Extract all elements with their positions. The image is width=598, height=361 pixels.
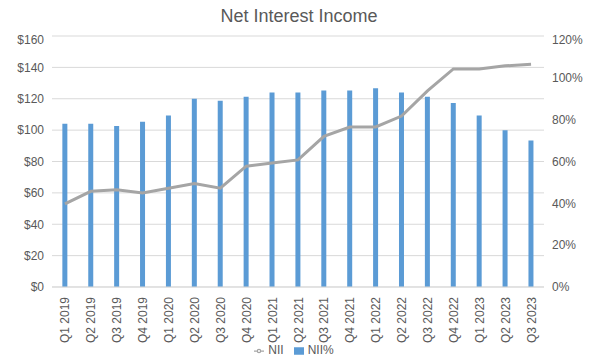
svg-text:Q3 2022: Q3 2022: [421, 297, 435, 343]
svg-text:Q4 2021: Q4 2021: [343, 297, 357, 343]
svg-text:$160: $160: [17, 33, 44, 47]
svg-text:Q2 2022: Q2 2022: [395, 297, 409, 343]
svg-text:40%: 40%: [552, 197, 576, 211]
svg-text:Q3 2020: Q3 2020: [214, 297, 228, 343]
svg-text:60%: 60%: [552, 155, 576, 169]
svg-text:Q2 2023: Q2 2023: [499, 297, 513, 343]
svg-text:Q2 2021: Q2 2021: [292, 297, 306, 343]
svg-text:0%: 0%: [552, 280, 570, 294]
svg-text:100%: 100%: [552, 71, 583, 85]
svg-text:Q1 2021: Q1 2021: [266, 297, 280, 343]
svg-text:80%: 80%: [552, 113, 576, 127]
svg-text:$0: $0: [31, 280, 45, 294]
svg-text:Q2 2019: Q2 2019: [84, 297, 98, 343]
html-text:NII%: NII%: [307, 343, 334, 357]
html-text:NII: NII: [268, 343, 284, 357]
svg-text:$40: $40: [24, 218, 44, 232]
svg-text:Q4 2019: Q4 2019: [136, 297, 150, 343]
html-text:Net Interest Income: Net Interest Income: [220, 6, 378, 26]
svg-text:Q1 2019: Q1 2019: [58, 297, 72, 343]
svg-text:Q4 2020: Q4 2020: [240, 297, 254, 343]
svg-text:$20: $20: [24, 249, 44, 263]
svg-text:$140: $140: [17, 61, 44, 75]
svg-text:Q3 2021: Q3 2021: [317, 297, 331, 343]
svg-text:$120: $120: [17, 92, 44, 106]
svg-text:120%: 120%: [552, 33, 583, 47]
svg-text:Q1 2023: Q1 2023: [473, 297, 487, 343]
svg-text:Q1 2022: Q1 2022: [369, 297, 383, 343]
svg-text:Q1 2020: Q1 2020: [162, 297, 176, 343]
svg-text:$80: $80: [24, 155, 44, 169]
svg-text:Q4 2022: Q4 2022: [447, 297, 461, 343]
svg-text:$100: $100: [17, 123, 44, 137]
svg-text:Q3 2019: Q3 2019: [110, 297, 124, 343]
svg-text:20%: 20%: [552, 238, 576, 252]
svg-text:$60: $60: [24, 186, 44, 200]
svg-text:Q2 2020: Q2 2020: [188, 297, 202, 343]
svg-text:Q3 2023: Q3 2023: [525, 297, 539, 343]
